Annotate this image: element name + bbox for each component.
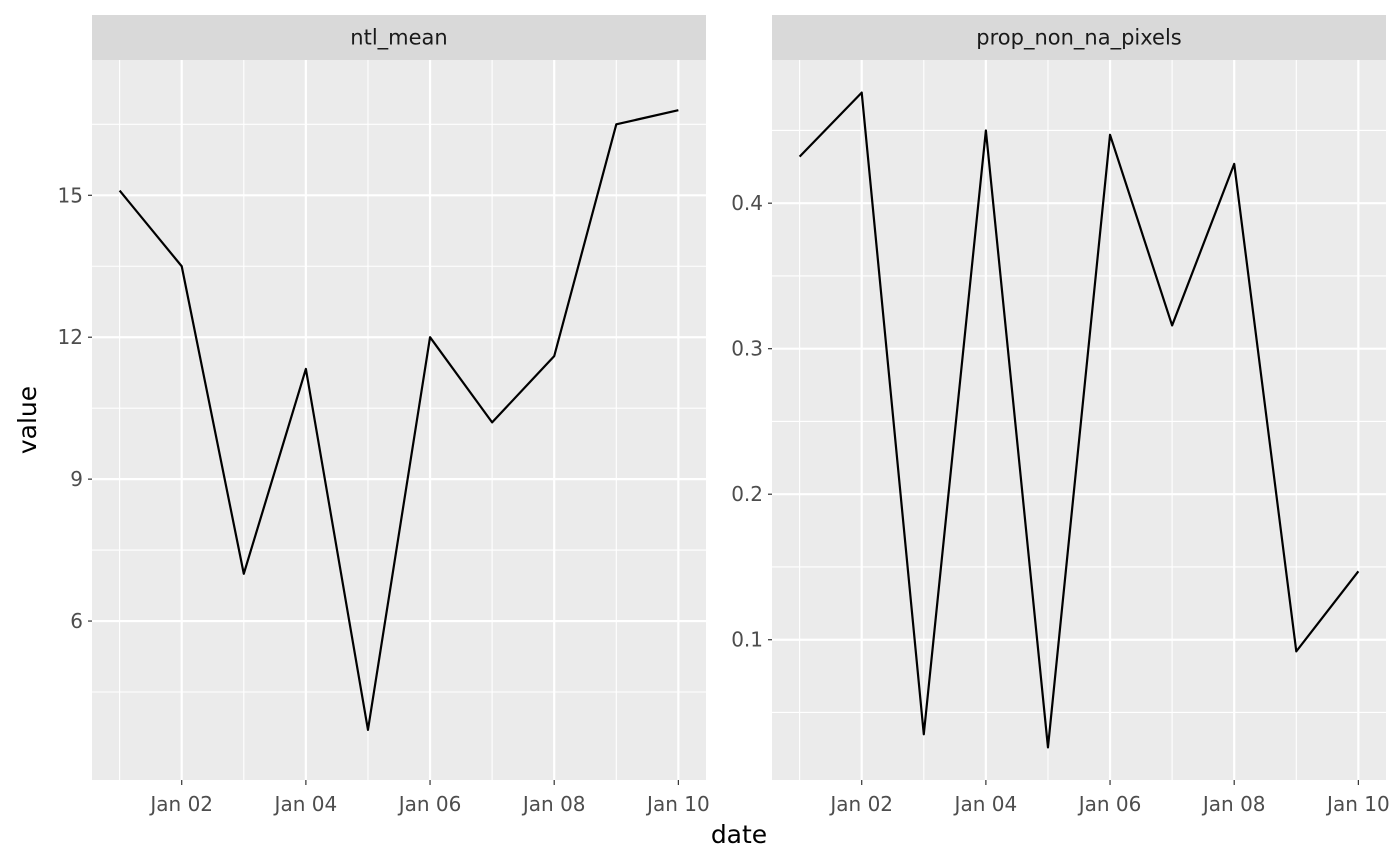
facet-strip-label: prop_non_na_pixels	[976, 26, 1181, 51]
data-point	[676, 108, 680, 112]
facet-panels: ntl_mean 6 9 12 15 Jan 02 Jan 04 Jan 06 Jan 08 Ja…	[58, 15, 1390, 816]
facet-strip-label: ntl_mean	[350, 26, 447, 51]
facet-prop_non_na_pixels: prop_non_na_pixels 0.1 0.2 0.3 0.4 Jan 02 Jan …	[731, 15, 1390, 816]
y-tick-label: 6	[70, 609, 83, 633]
x-tick-label: Jan 08	[1201, 792, 1266, 816]
x-tick-label: Jan 04	[953, 792, 1018, 816]
x-tick-label: Jan 04	[273, 792, 338, 816]
x-tick-label: Jan 06	[1077, 792, 1142, 816]
x-tick-label: Jan 02	[148, 792, 213, 816]
x-axis-title: date	[711, 820, 767, 849]
panel-background	[772, 60, 1386, 780]
data-point	[922, 732, 926, 736]
y-tick-label: 0.1	[731, 628, 763, 652]
series-line-ntl_mean	[118, 109, 679, 731]
y-tick-label: 15	[58, 183, 83, 207]
data-point	[860, 91, 864, 95]
data-point	[1232, 162, 1236, 166]
y-tick-label: 9	[70, 467, 83, 491]
x-tick-label: Jan 10	[645, 792, 710, 816]
data-point	[1294, 649, 1298, 653]
y-axis-title: value	[13, 386, 42, 454]
data-point	[1170, 323, 1174, 327]
facet-ntl_mean: ntl_mean 6 9 12 15 Jan 02 Jan 04 Jan 06 Jan 08 Ja…	[58, 15, 710, 816]
data-point	[1356, 569, 1360, 573]
data-point	[490, 420, 494, 424]
data-point	[552, 354, 556, 358]
y-tick-label: 0.3	[731, 337, 763, 361]
data-point	[304, 367, 308, 371]
y-tick-label: 12	[58, 325, 83, 349]
data-point	[984, 128, 988, 132]
y-tick-label: 0.4	[731, 191, 763, 215]
data-point	[118, 189, 122, 193]
y-tick-label: 0.2	[731, 482, 763, 506]
series-line-prop_non_na_pixels	[798, 91, 1360, 749]
data-point	[242, 572, 246, 576]
data-point	[428, 335, 432, 339]
data-point	[1046, 745, 1050, 749]
x-tick-label: Jan 10	[1325, 792, 1390, 816]
data-point	[798, 155, 802, 159]
data-point	[614, 122, 618, 126]
data-point	[180, 264, 184, 268]
x-tick-label: Jan 02	[828, 792, 893, 816]
facet-strip	[772, 15, 1386, 60]
panel-background	[92, 60, 706, 780]
facet-strip	[92, 15, 706, 60]
x-tick-label: Jan 08	[521, 792, 586, 816]
data-point	[1108, 133, 1112, 137]
data-point	[366, 728, 370, 732]
x-tick-label: Jan 06	[397, 792, 462, 816]
